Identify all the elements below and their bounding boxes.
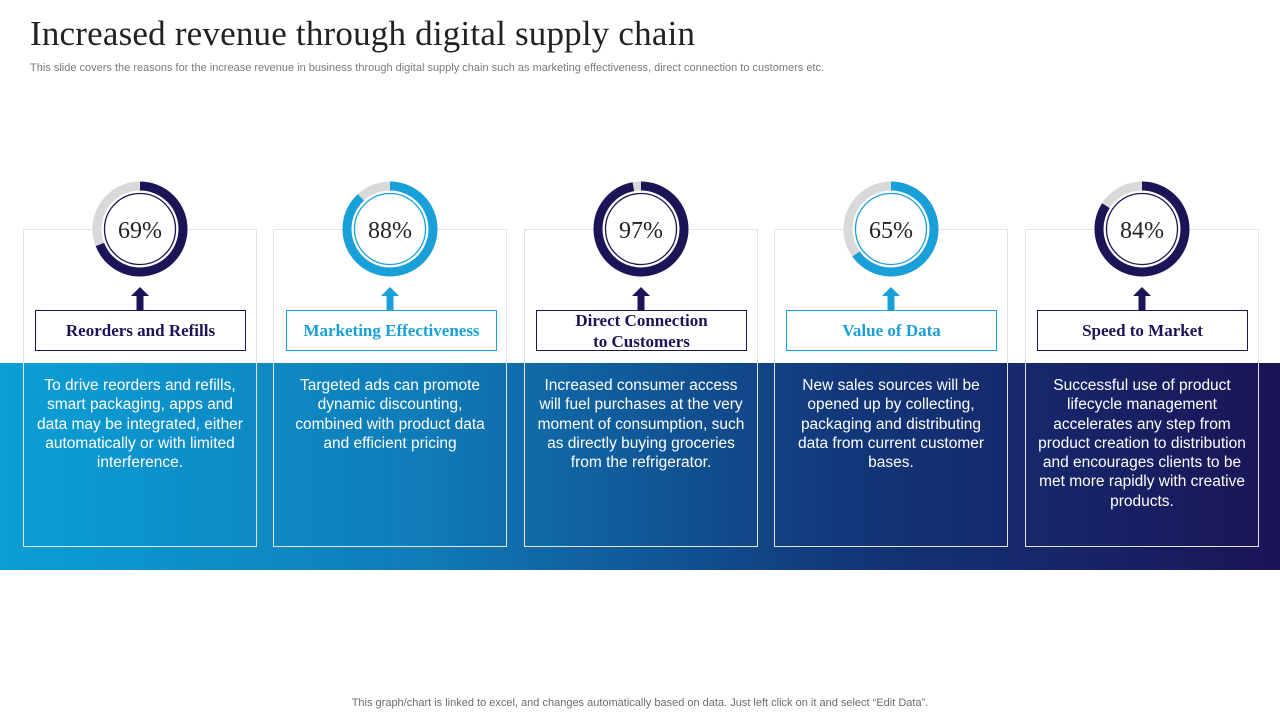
gauge-value-label: 65% (869, 218, 913, 244)
description-direct-connection: Increased consumer access will fuel purc… (537, 377, 745, 472)
doughnut-chart: 69% (92, 181, 188, 277)
category-label-reorders-and-refills: Reorders and Refills (35, 310, 246, 351)
gauge-value-label: 88% (368, 218, 412, 244)
description-speed-to-market: Successful use of product lifecycle mana… (1038, 377, 1246, 510)
gauge-value-of-data: 65% (839, 177, 943, 281)
gauge-arc-69 (92, 181, 188, 277)
gauge-speed-to-market: 84% (1090, 177, 1194, 281)
gauge-marketing-effectiveness: 88% (338, 177, 442, 281)
category-label-direct-connection: Direct Connection to Customers (536, 310, 747, 351)
category-label-value-of-data: Value of Data (786, 310, 997, 351)
gauge-arc-88 (342, 181, 438, 277)
doughnut-chart: 84% (1094, 181, 1190, 277)
slide-subtitle: This slide covers the reasons for the in… (30, 62, 825, 74)
description-reorders-and-refills: To drive reorders and refills, smart pac… (37, 377, 243, 472)
gauge-reorders-and-refills: 69% (88, 177, 192, 281)
doughnut-chart: 65% (843, 181, 939, 277)
gauge-direct-connection: 97% (589, 177, 693, 281)
description-value-of-data: New sales sources will be opened up by c… (797, 377, 985, 472)
footer-note: This graph/chart is linked to excel, and… (351, 697, 929, 709)
gauge-value-label: 69% (118, 218, 162, 244)
gauge-value-label: 97% (619, 218, 663, 244)
up-arrow-icon (131, 287, 149, 311)
gradient-band (0, 363, 1280, 570)
gauge-arc-97 (593, 181, 689, 277)
up-arrow-icon (632, 287, 650, 311)
gauge-value-label: 84% (1120, 218, 1164, 244)
doughnut-chart: 88% (342, 181, 438, 277)
up-arrow-icon (882, 287, 900, 311)
description-marketing-effectiveness: Targeted ads can promote dynamic discoun… (295, 377, 485, 452)
up-arrow-icon (381, 287, 399, 311)
slide-title: Increased revenue through digital supply… (30, 14, 696, 53)
doughnut-chart: 97% (593, 181, 689, 277)
gauge-arc-65 (843, 181, 939, 277)
gauge-arc-84 (1094, 181, 1190, 277)
category-label-speed-to-market: Speed to Market (1037, 310, 1248, 351)
category-label-marketing-effectiveness: Marketing Effectiveness (286, 310, 497, 351)
up-arrow-icon (1133, 287, 1151, 311)
